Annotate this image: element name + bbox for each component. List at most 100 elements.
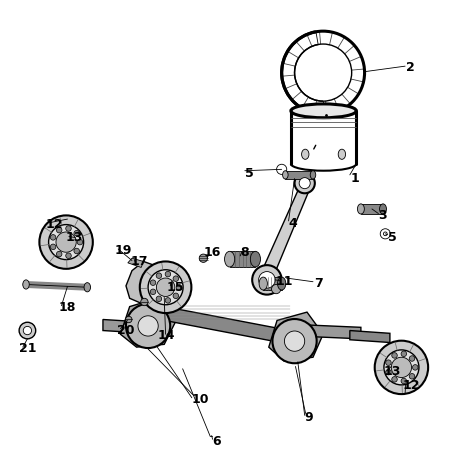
Circle shape: [141, 298, 148, 306]
Circle shape: [74, 248, 79, 254]
Circle shape: [272, 285, 281, 294]
Text: 17: 17: [131, 255, 148, 268]
Circle shape: [401, 351, 407, 357]
Text: 19: 19: [115, 244, 132, 257]
Circle shape: [39, 215, 93, 269]
Circle shape: [150, 289, 156, 294]
Polygon shape: [103, 320, 147, 333]
Text: 11: 11: [275, 275, 293, 288]
Circle shape: [173, 276, 179, 281]
Bar: [230, 251, 255, 267]
Ellipse shape: [283, 171, 288, 179]
Circle shape: [148, 270, 183, 305]
Circle shape: [156, 296, 162, 302]
Circle shape: [259, 272, 275, 288]
Circle shape: [173, 293, 179, 299]
Circle shape: [56, 251, 62, 257]
Circle shape: [126, 304, 170, 348]
Ellipse shape: [380, 204, 386, 214]
Ellipse shape: [291, 104, 356, 118]
Circle shape: [50, 235, 56, 240]
Circle shape: [23, 326, 31, 335]
Circle shape: [150, 280, 156, 285]
Circle shape: [77, 239, 83, 245]
Text: 3: 3: [378, 209, 387, 222]
Text: 5: 5: [388, 231, 396, 244]
Circle shape: [165, 298, 170, 303]
Text: 2: 2: [406, 61, 415, 74]
Polygon shape: [260, 188, 310, 276]
Circle shape: [375, 341, 428, 394]
Ellipse shape: [225, 251, 235, 267]
Circle shape: [285, 331, 305, 352]
Text: 13: 13: [384, 365, 401, 379]
Text: 6: 6: [213, 435, 221, 447]
Ellipse shape: [310, 171, 316, 179]
Circle shape: [252, 265, 282, 294]
Circle shape: [386, 360, 391, 365]
Text: 8: 8: [240, 246, 249, 259]
Polygon shape: [126, 261, 163, 304]
Bar: [291, 111, 356, 164]
Circle shape: [19, 322, 36, 339]
Text: 12: 12: [46, 218, 63, 231]
Ellipse shape: [259, 277, 267, 290]
Ellipse shape: [23, 280, 29, 289]
Text: 9: 9: [305, 411, 313, 424]
Polygon shape: [308, 325, 361, 339]
Circle shape: [138, 316, 158, 336]
Circle shape: [384, 350, 419, 385]
Text: 21: 21: [19, 342, 36, 354]
Circle shape: [49, 225, 84, 260]
Text: 10: 10: [192, 393, 209, 406]
Circle shape: [295, 173, 315, 193]
Circle shape: [165, 271, 170, 277]
Text: 15: 15: [166, 281, 184, 294]
Circle shape: [199, 254, 207, 262]
Circle shape: [50, 244, 56, 249]
Polygon shape: [269, 312, 323, 361]
Ellipse shape: [338, 149, 346, 159]
Circle shape: [392, 352, 397, 358]
Circle shape: [66, 226, 71, 231]
Ellipse shape: [302, 149, 309, 159]
Circle shape: [176, 285, 182, 290]
Polygon shape: [121, 298, 176, 347]
Ellipse shape: [84, 283, 91, 292]
Circle shape: [74, 230, 79, 236]
Circle shape: [392, 377, 397, 382]
Circle shape: [413, 365, 418, 370]
Circle shape: [409, 356, 415, 361]
Bar: [361, 204, 383, 214]
Circle shape: [56, 228, 62, 233]
Text: 13: 13: [65, 231, 83, 244]
Circle shape: [140, 261, 191, 313]
Circle shape: [299, 178, 310, 189]
Text: 4: 4: [289, 217, 298, 230]
Circle shape: [156, 273, 162, 278]
Ellipse shape: [250, 251, 261, 267]
Circle shape: [126, 316, 132, 323]
Text: 5: 5: [245, 167, 254, 180]
Circle shape: [273, 319, 316, 363]
Bar: [286, 171, 313, 179]
Text: 20: 20: [117, 324, 134, 337]
Text: 14: 14: [157, 329, 175, 342]
Circle shape: [66, 253, 71, 258]
Circle shape: [56, 232, 76, 252]
Circle shape: [409, 373, 415, 379]
Polygon shape: [128, 258, 144, 267]
Ellipse shape: [278, 277, 286, 290]
Circle shape: [401, 378, 407, 384]
Polygon shape: [350, 331, 390, 342]
Text: 12: 12: [402, 380, 420, 392]
Circle shape: [386, 370, 391, 375]
Text: 18: 18: [58, 301, 76, 314]
Text: 1: 1: [351, 172, 359, 185]
Circle shape: [391, 357, 412, 378]
Ellipse shape: [358, 204, 365, 214]
Text: 16: 16: [203, 246, 221, 259]
Bar: [263, 277, 282, 290]
Circle shape: [156, 278, 175, 296]
Text: 7: 7: [314, 277, 322, 290]
